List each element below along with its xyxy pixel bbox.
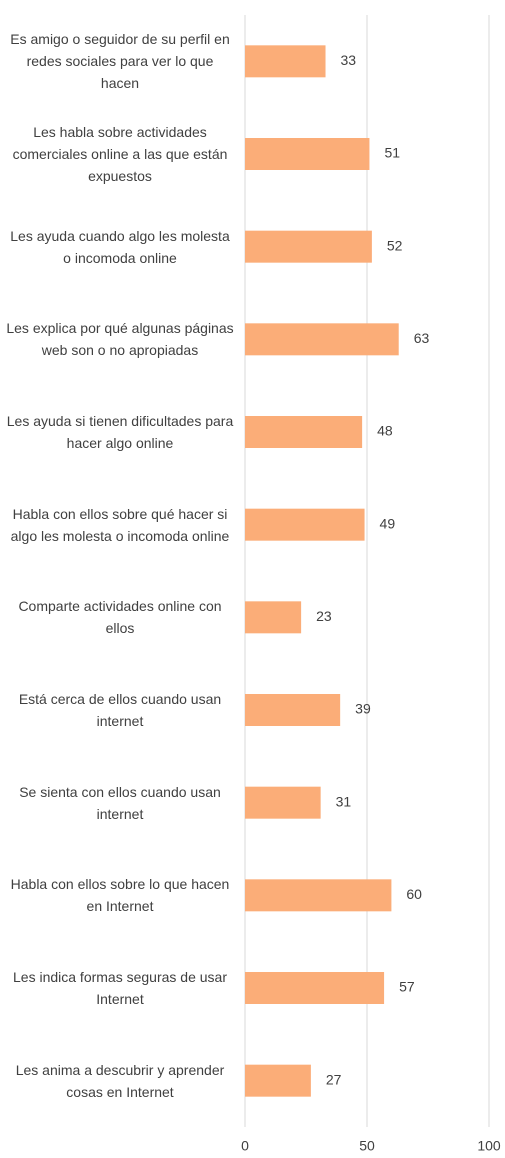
bar [245,786,321,819]
y-tick-label: Les anima a descubrir y aprender cosas e… [15,1061,225,1100]
data-label: 48 [377,423,393,439]
y-tick-label: Se sienta con ellos cuando usan internet [19,783,221,822]
y-tick-label: Les indica formas seguras de usar Intern… [13,969,227,1007]
bar [245,972,385,1004]
bar [245,323,399,356]
y-tick-label: Es amigo o seguidor de su perfil en rede… [10,31,230,92]
bar [245,416,363,448]
bar [245,230,372,263]
data-label: 39 [355,701,371,717]
data-label: 49 [380,515,396,531]
y-tick-label: Habla con ellos sobre lo que hacen en In… [10,876,230,915]
data-label: 23 [316,608,332,624]
data-label: 33 [341,52,357,68]
y-tick-label: Habla con ellos sobre qué hacer si algo … [10,505,230,544]
data-label: 27 [326,1071,342,1087]
data-label: 63 [414,330,430,346]
data-label: 60 [406,886,422,902]
bar [245,694,341,726]
y-tick-label: Comparte actividades online con ellos [18,598,222,637]
y-tick-label: Les explica por qué algunas páginas web … [6,320,234,359]
y-tick-label: Les habla sobre actividades comerciales … [12,124,228,184]
y-tick-label: Está cerca de ellos cuando usan internet [18,691,222,729]
data-label: 52 [387,237,403,253]
x-tick-label: 100 [477,1138,501,1154]
data-label: 57 [399,979,415,995]
x-tick-label: 0 [241,1138,249,1154]
bar [245,601,302,634]
y-tick-label: Les ayuda cuando algo les molesta o inco… [10,227,230,266]
x-tick-label: 50 [359,1138,375,1154]
bar [245,138,370,170]
y-tick-label: Les ayuda si tienen dificultades para ha… [6,413,234,451]
bar [245,508,365,541]
bar [245,1064,311,1097]
bar [245,879,392,912]
bar [245,45,326,78]
data-label: 31 [336,793,352,809]
data-label: 51 [384,145,400,161]
